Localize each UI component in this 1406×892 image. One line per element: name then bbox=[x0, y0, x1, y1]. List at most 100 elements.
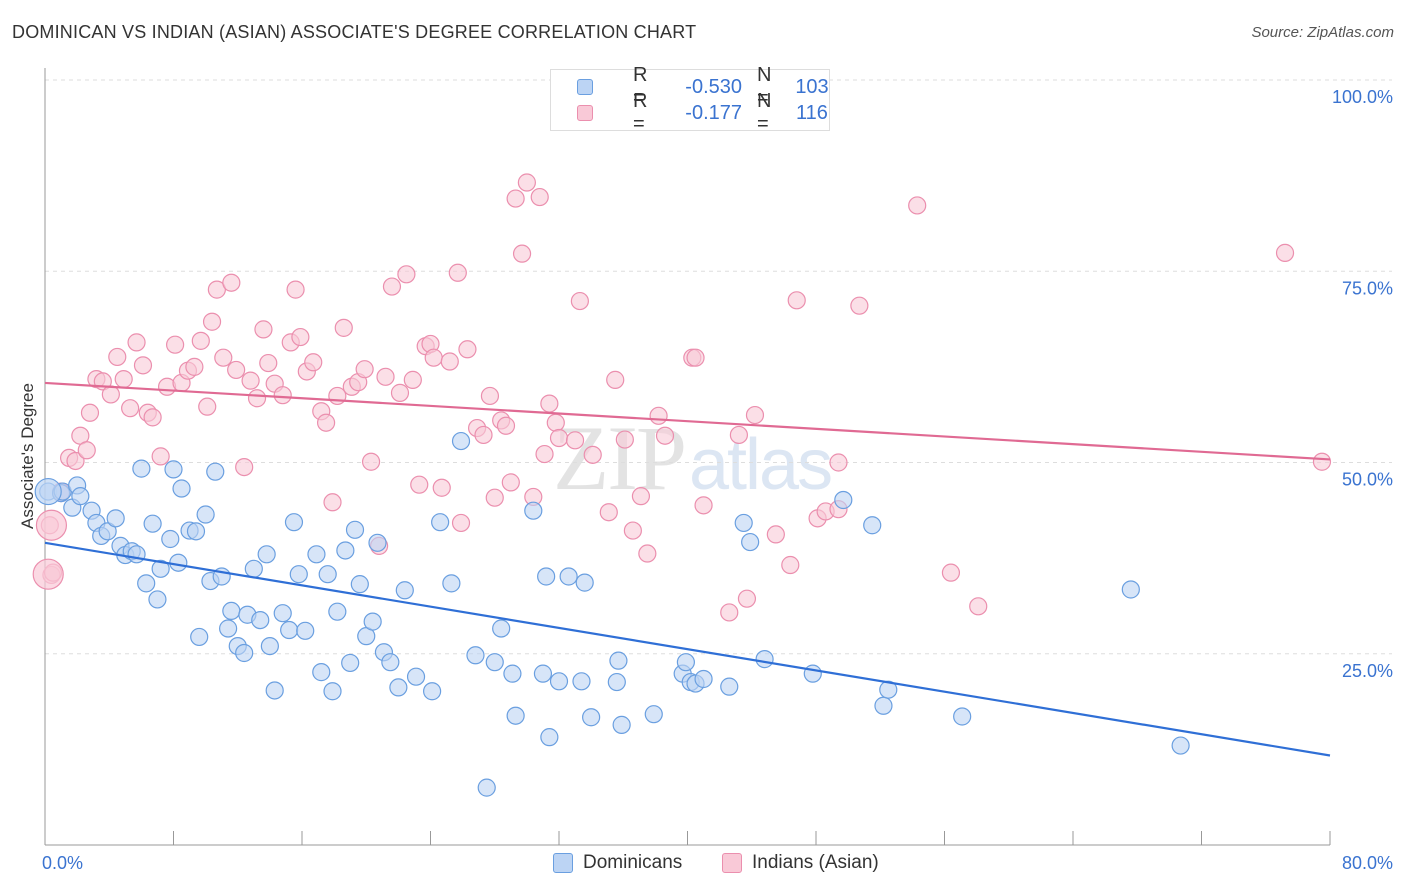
indians-point bbox=[133, 356, 153, 375]
dominicans-point bbox=[345, 520, 365, 539]
indians-point bbox=[108, 347, 127, 367]
dominicans-point bbox=[222, 601, 241, 621]
indians-point bbox=[361, 452, 381, 471]
legend-label-indians: Indians (Asian) bbox=[752, 852, 879, 873]
dominicans-point bbox=[273, 604, 292, 623]
dominicans-point bbox=[143, 514, 162, 533]
indians-point bbox=[766, 525, 785, 544]
indians-point bbox=[737, 589, 757, 608]
indians-point bbox=[198, 397, 217, 416]
indians-point bbox=[1275, 243, 1295, 262]
indians-point bbox=[440, 352, 459, 371]
dominicans-point bbox=[834, 490, 853, 510]
indians-point bbox=[247, 389, 267, 408]
dominicans-point bbox=[257, 545, 276, 564]
dominicans-point bbox=[172, 479, 191, 498]
trend-line-indians bbox=[44, 381, 1331, 461]
indians-point bbox=[517, 173, 536, 192]
indians-point bbox=[121, 399, 140, 418]
chart-title: DOMINICAN VS INDIAN (ASIAN) ASSOCIATE'S … bbox=[12, 22, 697, 42]
indians-point bbox=[114, 370, 133, 389]
legend-item-dominicans[interactable]: Dominicans bbox=[553, 852, 682, 874]
dominicans-point bbox=[537, 567, 556, 586]
axes bbox=[44, 68, 1331, 846]
dominicans-point bbox=[244, 559, 263, 578]
indians-point bbox=[941, 563, 961, 582]
indians-point bbox=[506, 189, 525, 208]
y-tick-label: 75.0% bbox=[1342, 278, 1393, 298]
indians-point bbox=[403, 370, 422, 389]
indians-swatch bbox=[577, 105, 593, 121]
dominicans-point bbox=[477, 778, 496, 797]
dominicans-point bbox=[575, 573, 594, 592]
indians-point bbox=[355, 360, 374, 379]
indians-point bbox=[214, 348, 233, 367]
dominicans-point bbox=[381, 653, 400, 672]
indians-point bbox=[787, 291, 806, 310]
dominicans-point bbox=[265, 681, 284, 700]
dominicans-point bbox=[572, 672, 591, 691]
dominicans-point bbox=[389, 678, 408, 697]
y-tick-label: 50.0% bbox=[1342, 470, 1393, 490]
indians-point bbox=[565, 431, 585, 450]
indians-point bbox=[222, 273, 241, 292]
tick-labels: 25.0% 50.0% 75.0% 100.0% 0.0% 80.0% bbox=[42, 87, 1393, 873]
n-value: 116 bbox=[796, 101, 828, 124]
legend-label-dominicans: Dominicans bbox=[583, 852, 683, 873]
y-tick-label: 25.0% bbox=[1342, 661, 1393, 681]
dominicans-point bbox=[609, 651, 628, 670]
indians-point bbox=[540, 394, 559, 413]
indians-point bbox=[850, 296, 869, 315]
dominicans-point bbox=[720, 677, 739, 696]
indians-point bbox=[323, 493, 342, 512]
indians-point bbox=[606, 370, 625, 389]
indians-point bbox=[583, 445, 602, 464]
indians-point bbox=[729, 425, 749, 445]
dominicans-point bbox=[289, 565, 308, 584]
dominicans-point bbox=[533, 664, 553, 683]
indians-point bbox=[1312, 452, 1332, 471]
indians-point bbox=[32, 558, 64, 590]
indians-point bbox=[286, 280, 305, 299]
dominicans-point bbox=[307, 545, 326, 564]
dominicans-point bbox=[694, 669, 713, 689]
dominicans-point bbox=[612, 715, 631, 734]
dominicans-point bbox=[874, 696, 893, 715]
dominicans-legend-swatch bbox=[553, 853, 573, 873]
dominicans-point bbox=[492, 619, 511, 638]
stats-legend: R = -0.530 N = 103 R = -0.177 N = 116 bbox=[550, 64, 830, 135]
dominicans-point bbox=[235, 643, 254, 663]
indians-point bbox=[382, 277, 402, 296]
indians-point bbox=[638, 544, 657, 563]
n-value: 103 bbox=[795, 75, 829, 98]
indians-point bbox=[316, 413, 336, 432]
indians-point bbox=[655, 426, 675, 445]
dominicans-point bbox=[151, 559, 170, 578]
indians-point bbox=[908, 196, 927, 215]
indians-point bbox=[151, 447, 170, 466]
dominicans-point bbox=[1171, 736, 1190, 755]
dominicans-point bbox=[106, 509, 125, 528]
dominicans-point bbox=[451, 431, 471, 451]
r-value: -0.177 bbox=[685, 101, 742, 124]
dominicans-point bbox=[350, 575, 369, 594]
dominicans-point bbox=[169, 553, 188, 572]
dominicans-point bbox=[328, 602, 347, 621]
dominicans-point bbox=[485, 653, 504, 672]
indians-point bbox=[143, 408, 162, 427]
watermark: ZIPatlas bbox=[553, 405, 833, 511]
trend-line-dominicans bbox=[44, 541, 1331, 757]
indians-point bbox=[127, 333, 146, 352]
dominicans-point bbox=[336, 541, 355, 560]
indians-point bbox=[66, 451, 85, 471]
indians-point bbox=[623, 521, 642, 540]
dominicans-point bbox=[540, 728, 559, 747]
indians-point bbox=[474, 425, 493, 445]
dominicans-point bbox=[341, 653, 360, 673]
dominicans-point bbox=[251, 610, 270, 630]
dominicans-point bbox=[148, 590, 167, 609]
legend-item-indians[interactable]: Indians (Asian) bbox=[722, 852, 879, 874]
r-label: R = bbox=[633, 64, 648, 109]
indians-point bbox=[334, 318, 353, 337]
dominicans-point bbox=[127, 545, 146, 564]
